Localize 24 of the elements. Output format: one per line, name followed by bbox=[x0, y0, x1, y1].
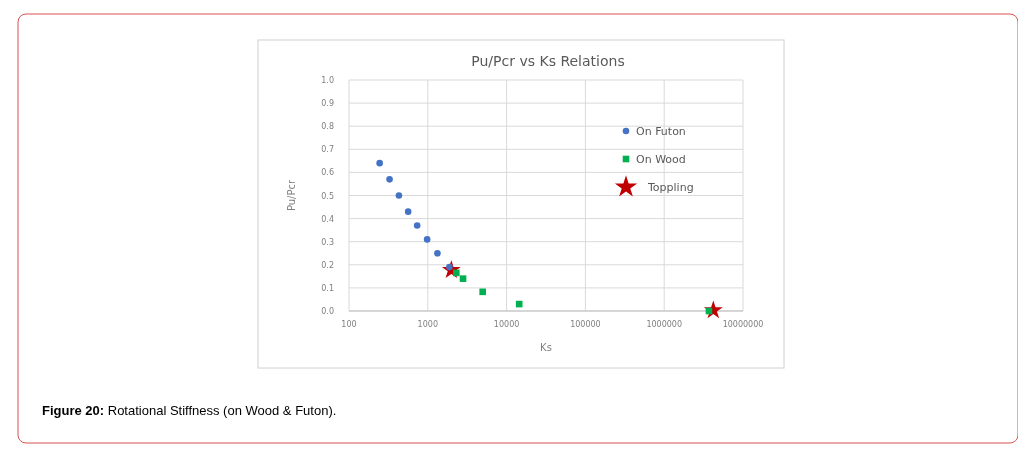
y-tick-label: 1.0 bbox=[321, 76, 334, 85]
chart-title: Pu/Pcr vs Ks Relations bbox=[471, 53, 625, 69]
y-tick-label: 0.2 bbox=[321, 260, 334, 270]
y-tick-label: 0.6 bbox=[321, 168, 334, 178]
x-tick-label: 1000 bbox=[417, 320, 438, 329]
legend-label: On Wood bbox=[636, 153, 686, 166]
x-tick-label: 100 bbox=[341, 320, 357, 329]
x-tick-label: 10000000 bbox=[722, 320, 764, 329]
y-tick-label: 0.4 bbox=[321, 214, 334, 224]
y-tick-label: 0.0 bbox=[321, 307, 334, 316]
caption: Figure 20: Rotational Stiffness (on Wood & Futon). bbox=[42, 403, 337, 418]
x-axis-title: Ks bbox=[540, 342, 552, 353]
y-tick-label: 0.7 bbox=[321, 145, 334, 155]
y-axis-title: Pu/Pcr bbox=[286, 179, 297, 212]
x-tick-label: 10000 bbox=[493, 320, 520, 329]
y-tick-label: 0.5 bbox=[321, 191, 334, 201]
legend-label: Toppling bbox=[647, 181, 694, 194]
x-tick-label: 100000 bbox=[570, 320, 601, 329]
y-tick-label: 0.9 bbox=[321, 99, 334, 109]
legend-label: On Futon bbox=[636, 125, 686, 138]
y-tick-label: 0.3 bbox=[321, 237, 334, 247]
x-tick-label: 1000000 bbox=[646, 320, 683, 329]
y-tick-label: 0.8 bbox=[321, 122, 334, 132]
y-tick-label: 0.1 bbox=[321, 283, 334, 293]
